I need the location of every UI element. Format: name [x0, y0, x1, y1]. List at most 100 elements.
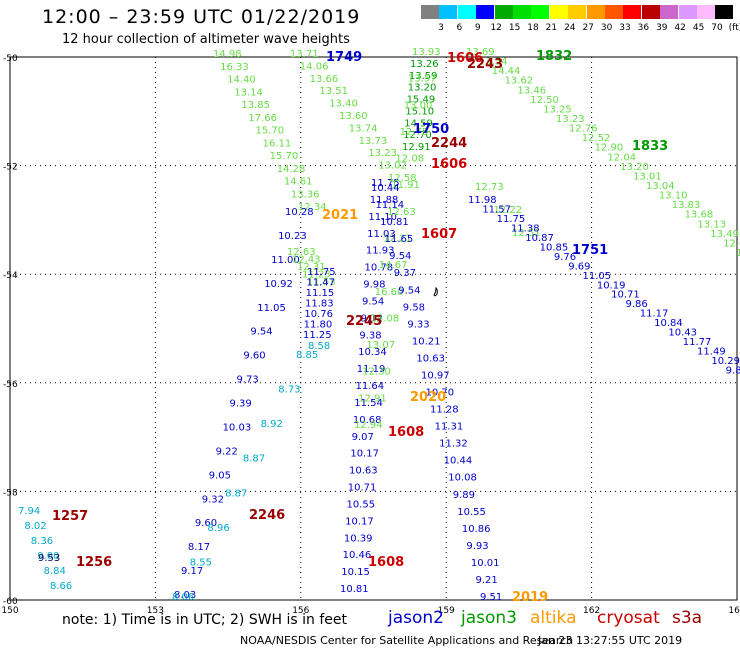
- swh-value: 12.70: [403, 130, 432, 141]
- swh-value: 13.40: [329, 99, 358, 110]
- pass-time-label: 2019: [512, 590, 548, 605]
- swh-value: 10.34: [358, 347, 387, 358]
- swh-value: 13.07: [366, 340, 395, 351]
- swh-value: 13.54: [479, 57, 508, 68]
- swh-value: 12.52: [582, 133, 611, 144]
- swh-value: 13.20: [620, 162, 649, 173]
- lon-label: 159: [438, 606, 455, 616]
- swh-value: 9.53: [38, 553, 60, 564]
- swh-value: 10.46: [343, 550, 372, 561]
- scale-label: 27: [582, 23, 594, 33]
- swh-value: 9.60: [243, 351, 265, 362]
- swh-value: 11.83: [305, 299, 334, 310]
- swh-value: 9.32: [202, 494, 224, 505]
- swh-value: 11.15: [306, 288, 335, 299]
- scale-label: 21: [545, 23, 558, 33]
- swh-value: 9.37: [394, 268, 416, 279]
- swh-value: 10.78: [365, 263, 394, 274]
- swh-value: 15.08: [371, 313, 400, 324]
- swh-value: 14.44: [492, 66, 521, 77]
- swh-value: 12.50: [530, 95, 559, 106]
- swh-value: 12.21: [383, 234, 412, 245]
- swh-value: 9.73: [236, 375, 258, 386]
- pass-time-label: 1256: [76, 555, 112, 570]
- swh-value: 10.55: [457, 507, 486, 518]
- lon-label: 156: [292, 606, 309, 616]
- scale-swatch: [513, 5, 531, 19]
- scale-label: 9: [474, 23, 481, 33]
- swh-value: 12.04: [607, 152, 636, 163]
- satellite-legend-cryosat: cryosat: [597, 608, 660, 628]
- swh-value: 10.39: [344, 533, 373, 544]
- swh-value: 11.65: [385, 234, 414, 245]
- swh-value: 12.76: [569, 124, 598, 135]
- swh-value: 10.71: [611, 290, 640, 301]
- swh-value: 12.63: [387, 207, 416, 218]
- swh-value: 10.70: [426, 388, 455, 399]
- swh-value: 10.76: [304, 309, 333, 320]
- swh-value: 12.22: [494, 205, 523, 216]
- swh-value: 12.73: [475, 182, 504, 193]
- swh-value: 9.76: [554, 252, 576, 263]
- swh-value: 10.21: [412, 336, 441, 347]
- swh-value: 9.22: [216, 446, 238, 457]
- swh-value: 13.57: [408, 74, 437, 85]
- swh-value: 8.84: [44, 566, 66, 577]
- swh-value: 9.33: [407, 319, 429, 330]
- swh-value: 10.81: [340, 584, 369, 595]
- swh-value: 13.59: [409, 71, 438, 82]
- swh-value: 8.55: [190, 557, 212, 568]
- swh-value: 11.28: [430, 405, 459, 416]
- swh-value: 13.04: [646, 181, 675, 192]
- pass-time-label: 1606: [447, 51, 483, 66]
- swh-value: 8.92: [261, 419, 283, 430]
- swh-value: 13.10: [659, 191, 688, 202]
- swh-value: 12.08: [395, 154, 424, 165]
- swh-value: 8.02: [24, 521, 46, 532]
- swh-value: 9.69: [568, 261, 590, 272]
- swh-value: 14.40: [227, 75, 256, 86]
- swh-value: 9.58: [403, 302, 425, 313]
- swh-value: 13.13: [697, 219, 726, 230]
- scale-swatch: [586, 5, 605, 19]
- swh-value: 8.66: [50, 581, 72, 592]
- swh-value: 8.58: [308, 341, 330, 352]
- swh-value: 10.19: [597, 280, 626, 291]
- swh-value: 14.06: [300, 61, 329, 72]
- swh-value: 10.85: [540, 242, 569, 253]
- scale-swatch: [715, 5, 734, 19]
- swh-value: 11.32: [439, 439, 468, 450]
- scale-label: 18: [527, 23, 539, 33]
- swh-value: 13.46: [517, 85, 546, 96]
- swh-value: 12.63: [287, 247, 316, 258]
- swh-value: 11.31: [435, 422, 464, 433]
- swh-value: 11.19: [357, 364, 386, 375]
- swh-value: 11.05: [257, 303, 286, 314]
- scale-label: 70: [711, 23, 723, 33]
- swh-value: 12.07: [736, 248, 740, 259]
- swh-value: 12.43: [292, 255, 321, 266]
- scale-swatch: [421, 5, 439, 19]
- swh-value: 7.94: [18, 506, 40, 517]
- scale-label: 24: [564, 23, 576, 33]
- swh-value: 10.84: [654, 318, 683, 329]
- scale-label: (ft): [728, 23, 740, 33]
- swh-value: 11.17: [640, 309, 669, 320]
- swh-value: 9.93: [466, 541, 488, 552]
- swh-value: 8.36: [31, 536, 53, 547]
- swh-value: 13.36: [291, 189, 320, 200]
- swh-value: 13.23: [556, 114, 585, 125]
- scale-label: 39: [656, 23, 668, 33]
- swh-value: 11.54: [354, 398, 383, 409]
- swh-value: 10.63: [349, 466, 378, 477]
- swh-value: 10.71: [348, 483, 377, 494]
- swh-value: 15.49: [407, 95, 436, 106]
- swh-value: 9.54: [389, 251, 411, 262]
- swh-value: 8.17: [188, 542, 210, 553]
- swh-value: 11.88: [370, 195, 399, 206]
- swh-value: 11.80: [304, 320, 333, 331]
- swh-value: 15.70: [270, 151, 299, 162]
- swh-value: 12.90: [595, 143, 624, 154]
- swh-value: 10.87: [525, 233, 554, 244]
- swh-value: 13.49: [710, 229, 739, 240]
